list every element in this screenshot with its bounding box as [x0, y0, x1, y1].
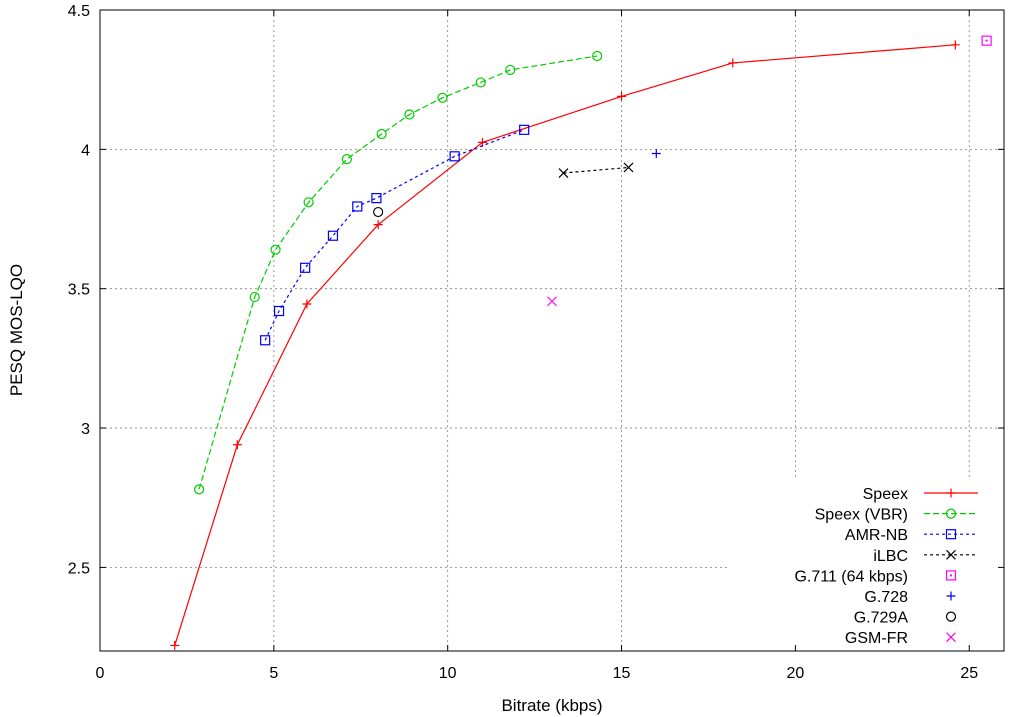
- series-layer: [170, 35, 992, 650]
- series-line: [198, 55, 598, 490]
- data-point: [950, 40, 960, 50]
- series-gsm-fr: [547, 296, 557, 307]
- data-point: [519, 124, 530, 135]
- legend-label: G.729A: [854, 610, 909, 627]
- data-point: [260, 335, 271, 346]
- series-amr-nb: [260, 124, 530, 346]
- grid: [100, 10, 1004, 651]
- data-point: [651, 149, 661, 159]
- data-point: [475, 77, 486, 88]
- data-point: [558, 168, 569, 178]
- series-g-728: [651, 149, 661, 159]
- legend-label: Speex (VBR): [815, 507, 908, 524]
- data-point: [437, 92, 448, 103]
- data-point: [404, 109, 415, 120]
- data-point: [371, 193, 382, 204]
- legend-label: iLBC: [873, 548, 908, 565]
- data-point: [945, 529, 957, 540]
- data-point: [505, 64, 516, 76]
- series-speex: [170, 40, 960, 650]
- x-tick-label: 5: [269, 665, 278, 682]
- data-point: [341, 154, 352, 165]
- legend-label: G.728: [864, 589, 908, 606]
- data-point: [617, 91, 627, 101]
- data-point: [946, 591, 956, 601]
- y-tick-label: 3.5: [68, 282, 90, 299]
- data-point: [547, 296, 557, 307]
- data-point: [373, 206, 384, 218]
- legend-label: Speex: [863, 486, 908, 503]
- axis-ticks: 0 5 10 15 20 25 2.5 3 3.5 4 4.5: [68, 3, 1004, 682]
- legend-label: AMR-NB: [845, 527, 908, 544]
- data-point-dot: [950, 574, 952, 577]
- series-line: [563, 166, 629, 174]
- series-line: [264, 129, 525, 341]
- data-point: [303, 197, 314, 208]
- series-g-729a: [373, 206, 384, 218]
- data-point: [302, 299, 312, 309]
- plot-frame: [99, 9, 1005, 652]
- data-point: [373, 220, 383, 230]
- y-tick-label: 3: [81, 421, 90, 438]
- data-point-frame: [945, 570, 957, 581]
- data-point: [193, 484, 205, 495]
- data-point: [946, 488, 956, 498]
- data-point: [728, 58, 738, 68]
- y-tick-label: 4.5: [68, 3, 90, 20]
- x-tick-label: 0: [96, 665, 105, 682]
- data-point: [270, 244, 281, 255]
- data-point-frame: [981, 35, 992, 46]
- data-point: [232, 440, 242, 450]
- data-point-dot: [985, 39, 988, 42]
- legend-label: G.711 (64 kbps): [794, 568, 908, 585]
- series-speex-vbr: [193, 50, 603, 495]
- data-point: [273, 305, 285, 317]
- data-point: [945, 611, 957, 622]
- x-tick-label: 20: [786, 665, 804, 682]
- data-point: [623, 162, 634, 173]
- data-point: [352, 201, 363, 212]
- data-point: [249, 291, 260, 303]
- data-point: [946, 632, 956, 643]
- x-tick-label: 10: [439, 665, 457, 682]
- data-point: [449, 151, 460, 162]
- data-point: [945, 508, 957, 519]
- data-point: [300, 262, 311, 273]
- data-point: [170, 640, 180, 650]
- legend-label: GSM-FR: [845, 630, 908, 647]
- data-point: [592, 50, 603, 62]
- series-line: [174, 44, 956, 646]
- data-point: [327, 230, 339, 241]
- data-point: [946, 549, 956, 560]
- x-tick-label: 25: [960, 665, 978, 682]
- x-tick-label: 15: [613, 665, 631, 682]
- x-axis-label: Bitrate (kbps): [501, 696, 602, 715]
- legend: Speex Speex (VBR) AMR-NB iLBC G.711 (64 kbps…: [794, 486, 978, 647]
- data-point: [981, 35, 992, 46]
- y-tick-label: 2.5: [68, 560, 90, 577]
- y-tick-label: 4: [81, 142, 90, 159]
- y-axis-label: PESQ MOS-LQO: [7, 264, 26, 396]
- series-g-711-64-kbps: [981, 35, 992, 46]
- series-ilbc: [558, 162, 634, 178]
- data-point: [376, 128, 387, 140]
- data-point: [945, 570, 957, 581]
